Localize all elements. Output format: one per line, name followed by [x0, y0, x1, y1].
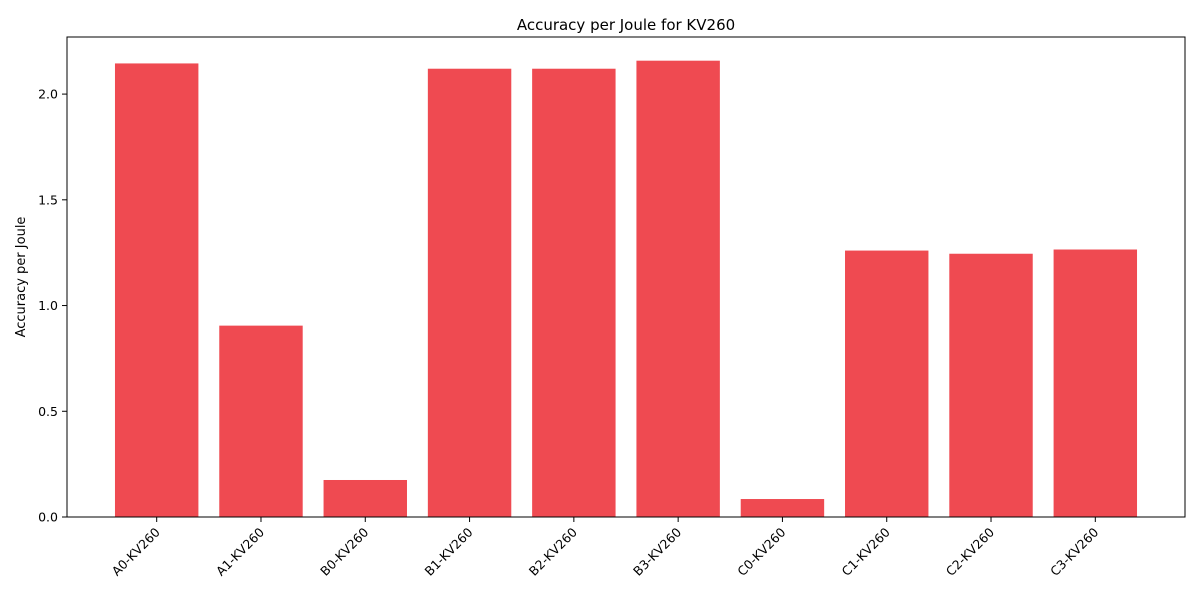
x-tick-label: C2-KV260 [943, 524, 997, 578]
chart-title: Accuracy per Joule for KV260 [517, 16, 735, 34]
x-tick-label: A1-KV260 [213, 524, 267, 578]
bars-group [114, 60, 1138, 518]
bar-C2-KV260 [949, 253, 1033, 517]
x-tick-label: B3-KV260 [630, 524, 684, 578]
y-tick-label: 1.5 [38, 192, 58, 207]
bar-C0-KV260 [740, 499, 825, 517]
y-tick-label: 0.0 [38, 510, 58, 525]
bar-B3-KV260 [636, 60, 720, 517]
plot-frame [66, 36, 1186, 518]
bar-B1-KV260 [427, 68, 512, 517]
x-tick-label: B0-KV260 [317, 524, 371, 578]
y-axis: 0.0 0.5 1.0 1.5 2.0 [38, 87, 67, 525]
bar-C3-KV260 [1053, 249, 1138, 517]
x-tick-label: C3-KV260 [1047, 524, 1101, 578]
y-axis-label: Accuracy per Joule [14, 217, 29, 338]
x-tick-label: B2-KV260 [526, 524, 580, 578]
x-tick-label: C0-KV260 [734, 524, 788, 578]
bar-A0-KV260 [114, 63, 199, 518]
x-axis: A0-KV260 A1-KV260 B0-KV260 B1-KV260 B2-KV260… [109, 517, 1101, 579]
bar-A1-KV260 [219, 325, 303, 517]
bar-B2-KV260 [532, 68, 616, 517]
x-tick-label: B1-KV260 [421, 524, 475, 578]
y-tick-label: 1.0 [38, 298, 58, 313]
y-tick-label: 0.5 [38, 404, 58, 419]
x-tick-label: C1-KV260 [839, 524, 893, 578]
bar-C1-KV260 [845, 250, 929, 517]
bar-B0-KV260 [323, 479, 407, 517]
y-tick-label: 2.0 [38, 87, 58, 102]
x-tick-label: A0-KV260 [109, 524, 163, 578]
